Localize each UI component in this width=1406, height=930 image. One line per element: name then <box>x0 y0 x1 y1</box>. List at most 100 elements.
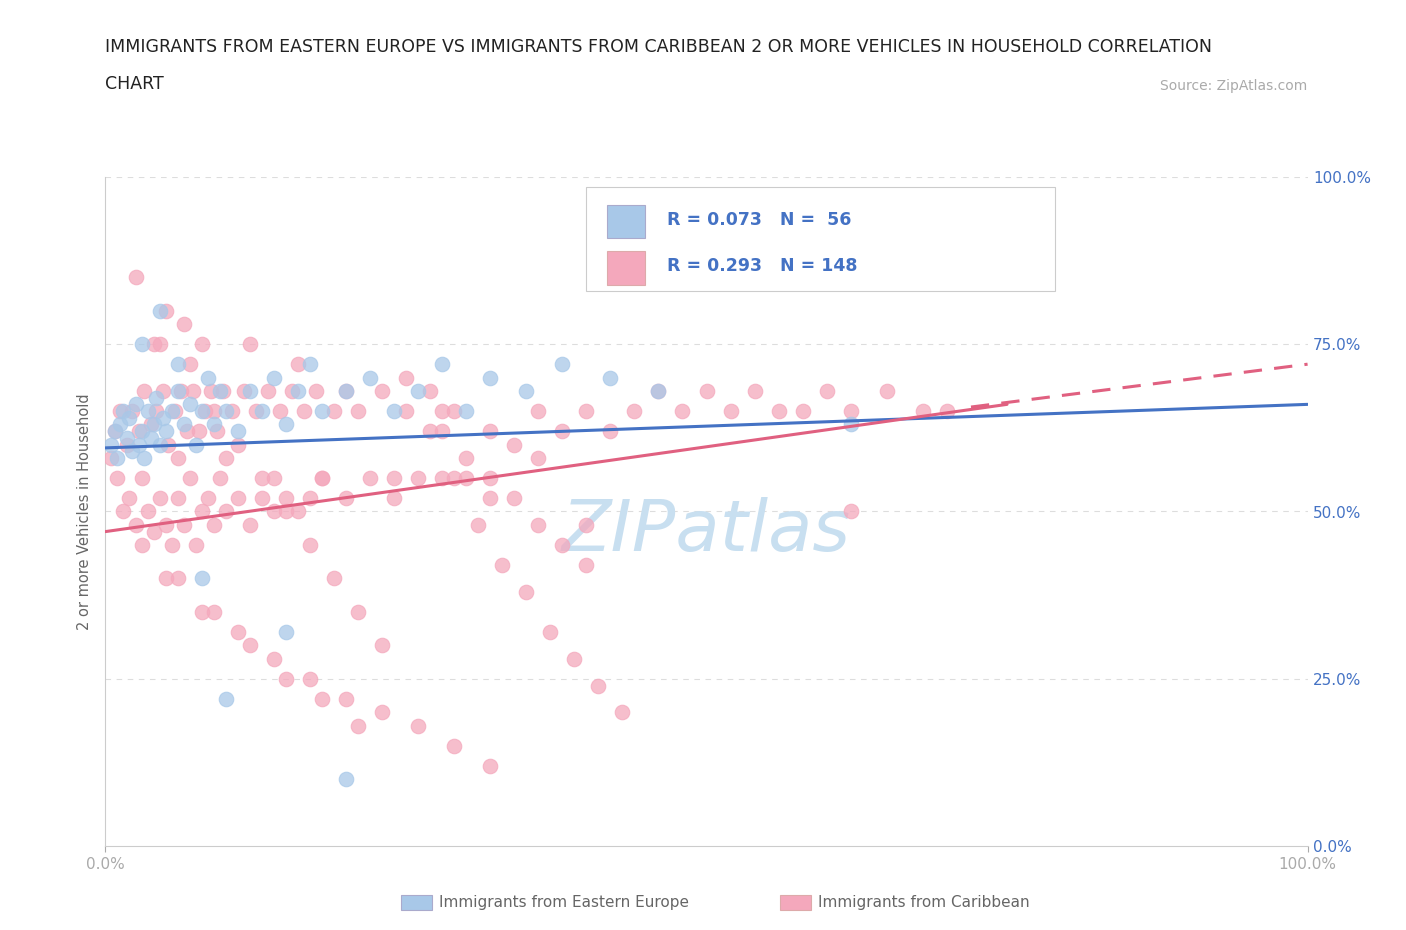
Point <box>671 404 693 418</box>
Point <box>202 404 225 418</box>
Point <box>184 437 207 452</box>
Point <box>200 383 222 398</box>
Point <box>214 450 236 465</box>
Point <box>876 383 898 398</box>
Point <box>128 424 150 439</box>
Point <box>107 471 129 485</box>
Point <box>155 517 177 532</box>
Point <box>226 625 249 640</box>
Point <box>281 383 304 398</box>
Point <box>515 584 537 599</box>
Point <box>148 437 170 452</box>
Point <box>839 404 862 418</box>
Point <box>274 417 297 432</box>
Point <box>347 404 370 418</box>
Point <box>239 638 262 653</box>
Point <box>298 357 321 372</box>
Point <box>100 437 122 452</box>
Point <box>202 517 225 532</box>
Point <box>152 383 174 398</box>
Point <box>197 491 219 506</box>
Point <box>575 517 598 532</box>
Text: Immigrants from Caribbean: Immigrants from Caribbean <box>818 895 1031 910</box>
Point <box>112 404 135 418</box>
Point <box>382 491 405 506</box>
Y-axis label: 2 or more Vehicles in Household: 2 or more Vehicles in Household <box>77 393 93 630</box>
Point <box>166 571 188 586</box>
Point <box>124 517 146 532</box>
Point <box>382 471 405 485</box>
Point <box>419 383 441 398</box>
Point <box>136 504 159 519</box>
Point <box>347 604 370 619</box>
Point <box>527 517 550 532</box>
Point <box>132 450 155 465</box>
Point <box>419 424 441 439</box>
Point <box>202 604 225 619</box>
Point <box>112 504 135 519</box>
Point <box>443 471 465 485</box>
Point <box>335 491 357 506</box>
Point <box>250 404 273 418</box>
Point <box>527 404 550 418</box>
Point <box>287 357 309 372</box>
Point <box>322 404 344 418</box>
Point <box>479 370 502 385</box>
Point <box>190 337 212 352</box>
Point <box>347 718 370 733</box>
Point <box>188 424 211 439</box>
Text: Immigrants from Eastern Europe: Immigrants from Eastern Europe <box>439 895 689 910</box>
FancyBboxPatch shape <box>607 251 645 285</box>
Point <box>194 404 217 418</box>
Point <box>269 404 291 418</box>
Point <box>395 404 418 418</box>
Point <box>124 397 146 412</box>
Point <box>527 450 550 465</box>
Point <box>720 404 742 418</box>
Point <box>214 504 236 519</box>
Point <box>479 759 502 774</box>
Point <box>768 404 790 418</box>
Point <box>148 491 170 506</box>
Point <box>202 417 225 432</box>
Point <box>145 391 167 405</box>
Point <box>166 450 188 465</box>
Point <box>179 471 201 485</box>
Text: R = 0.293   N = 148: R = 0.293 N = 148 <box>666 258 858 275</box>
Point <box>936 404 959 418</box>
Text: CHART: CHART <box>105 75 165 93</box>
Point <box>515 383 537 398</box>
Point <box>176 424 198 439</box>
Point <box>121 404 143 418</box>
Point <box>287 383 309 398</box>
Point <box>208 383 231 398</box>
Point <box>792 404 814 418</box>
Point <box>148 303 170 318</box>
Point <box>197 370 219 385</box>
Point <box>179 357 201 372</box>
Point <box>124 270 146 285</box>
Text: IMMIGRANTS FROM EASTERN EUROPE VS IMMIGRANTS FROM CARIBBEAN 2 OR MORE VEHICLES I: IMMIGRANTS FROM EASTERN EUROPE VS IMMIGR… <box>105 38 1212 56</box>
Point <box>839 417 862 432</box>
Point <box>190 604 212 619</box>
Point <box>335 692 357 707</box>
Point <box>599 370 621 385</box>
Point <box>263 651 285 666</box>
Point <box>744 383 766 398</box>
Point <box>131 337 153 352</box>
Point <box>430 357 453 372</box>
Point <box>148 337 170 352</box>
Point <box>551 357 574 372</box>
Point <box>221 404 243 418</box>
Point <box>131 538 153 552</box>
Point <box>371 705 394 720</box>
Point <box>250 471 273 485</box>
Point <box>839 504 862 519</box>
Point <box>322 571 344 586</box>
Point <box>118 410 141 425</box>
Point <box>274 504 297 519</box>
Point <box>207 424 229 439</box>
Point <box>359 471 381 485</box>
Point <box>298 671 321 686</box>
Point <box>335 383 357 398</box>
